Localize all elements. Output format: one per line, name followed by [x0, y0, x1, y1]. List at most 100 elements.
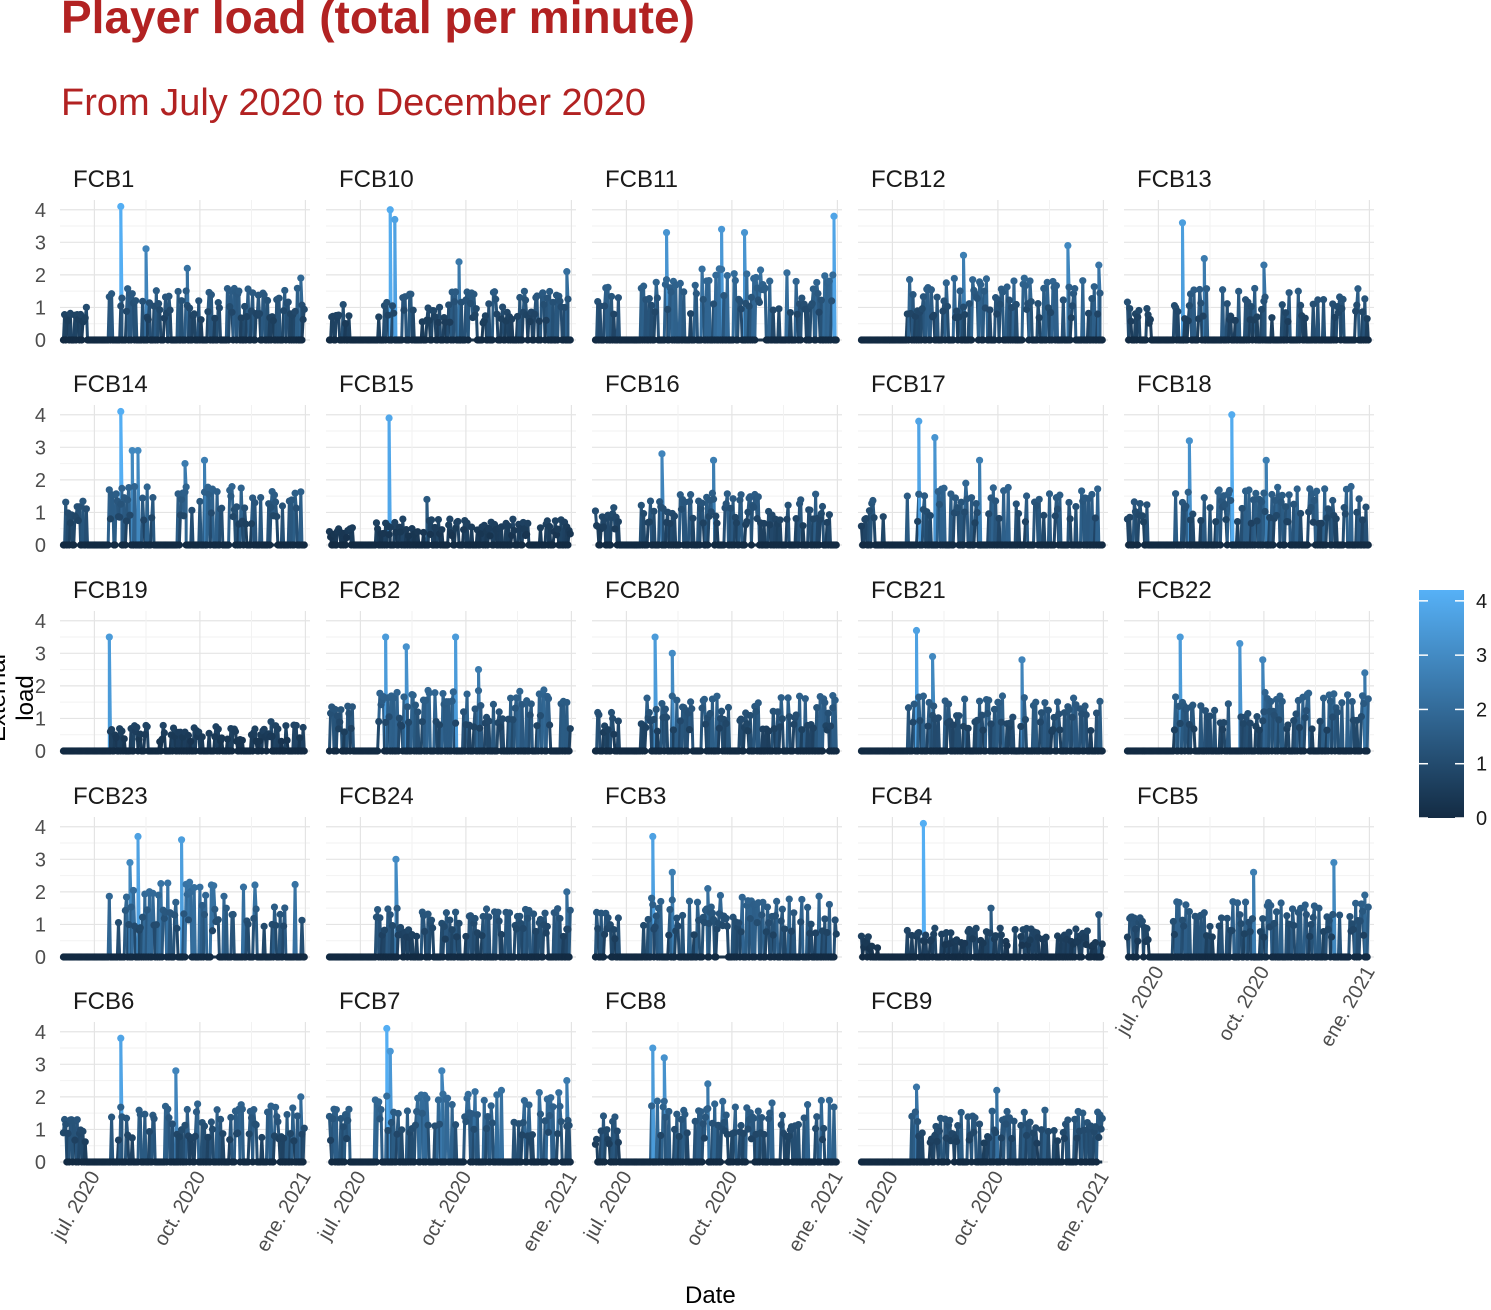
y-tick-label: 4	[35, 200, 46, 222]
data-point	[713, 693, 720, 700]
data-point	[833, 541, 840, 548]
data-point	[828, 297, 835, 304]
data-point	[1040, 512, 1047, 519]
data-point	[646, 295, 653, 302]
data-point	[70, 541, 77, 548]
series-segment	[1083, 281, 1084, 340]
data-point	[793, 515, 800, 522]
data-point	[1284, 318, 1291, 325]
series-segment	[1033, 502, 1034, 545]
data-point	[225, 541, 232, 548]
data-point	[452, 633, 459, 640]
series-segment	[798, 504, 799, 545]
data-point	[993, 310, 1000, 317]
data-point	[1251, 285, 1258, 292]
data-point	[776, 723, 783, 730]
data-point	[969, 276, 976, 283]
data-point	[904, 493, 911, 500]
series-segment	[1289, 293, 1290, 340]
data-point	[281, 287, 288, 294]
data-point	[935, 714, 942, 721]
data-point	[928, 286, 935, 293]
data-point	[436, 304, 443, 311]
data-point	[343, 534, 350, 541]
series-segment	[219, 509, 220, 545]
series-segment	[497, 314, 498, 340]
data-point	[407, 291, 414, 298]
data-point	[813, 704, 820, 711]
data-point	[653, 706, 660, 713]
series-segment	[1239, 291, 1240, 340]
series-segment	[282, 311, 283, 340]
data-point	[256, 737, 263, 744]
series-segment	[696, 294, 697, 340]
series-segment	[1016, 304, 1017, 340]
data-point	[145, 316, 152, 323]
data-point	[450, 688, 457, 695]
y-tick-label: 2	[35, 470, 46, 492]
data-point	[133, 724, 140, 731]
data-point	[1333, 515, 1340, 522]
data-point	[272, 498, 279, 505]
data-point	[1222, 516, 1229, 523]
data-point	[545, 695, 552, 702]
data-point	[160, 722, 167, 729]
series-segment	[213, 489, 214, 545]
data-point	[741, 541, 748, 548]
y-tick-label: 3	[35, 232, 46, 254]
data-point	[264, 297, 271, 304]
series-segment	[1039, 722, 1040, 751]
data-point	[952, 494, 959, 501]
data-point	[191, 310, 198, 317]
data-point	[1341, 504, 1348, 511]
series-segment	[395, 220, 396, 340]
data-point	[1094, 485, 1101, 492]
data-point	[650, 716, 657, 723]
data-point	[640, 283, 647, 290]
data-point	[1071, 285, 1078, 292]
series-segment	[782, 719, 783, 751]
data-point	[1329, 497, 1336, 504]
data-point	[396, 715, 403, 722]
data-point	[710, 300, 717, 307]
series-segment	[667, 717, 668, 751]
series-segment	[1326, 518, 1327, 545]
series-segment	[405, 297, 406, 340]
data-point	[829, 271, 836, 278]
facet-panel: FCB16	[592, 371, 842, 549]
data-point	[382, 633, 389, 640]
data-point	[663, 714, 670, 721]
data-point	[62, 499, 69, 506]
series-segment	[667, 233, 668, 310]
series-segment	[112, 294, 113, 340]
data-point	[930, 702, 937, 709]
data-point	[485, 300, 492, 307]
data-point	[688, 705, 695, 712]
data-point	[1091, 283, 1098, 290]
data-point	[810, 725, 817, 732]
data-point	[1307, 504, 1314, 511]
data-point	[1364, 315, 1371, 322]
data-point	[968, 336, 975, 343]
data-point	[452, 720, 459, 727]
data-point	[1079, 277, 1086, 284]
series-segment	[907, 496, 908, 545]
data-point	[812, 491, 819, 498]
data-point	[1136, 500, 1143, 507]
data-point	[301, 306, 308, 313]
data-point	[990, 484, 997, 491]
series-segment	[147, 487, 148, 545]
series-segment	[484, 723, 485, 751]
data-point	[1279, 301, 1286, 308]
data-point	[1290, 501, 1297, 508]
data-point	[1185, 317, 1192, 324]
series-segment	[728, 708, 729, 751]
series-segment	[779, 309, 780, 340]
data-point	[561, 304, 568, 311]
data-point	[1252, 490, 1259, 497]
data-point	[155, 300, 162, 307]
data-point	[642, 724, 649, 731]
data-point	[543, 317, 550, 324]
data-point	[1092, 514, 1099, 521]
